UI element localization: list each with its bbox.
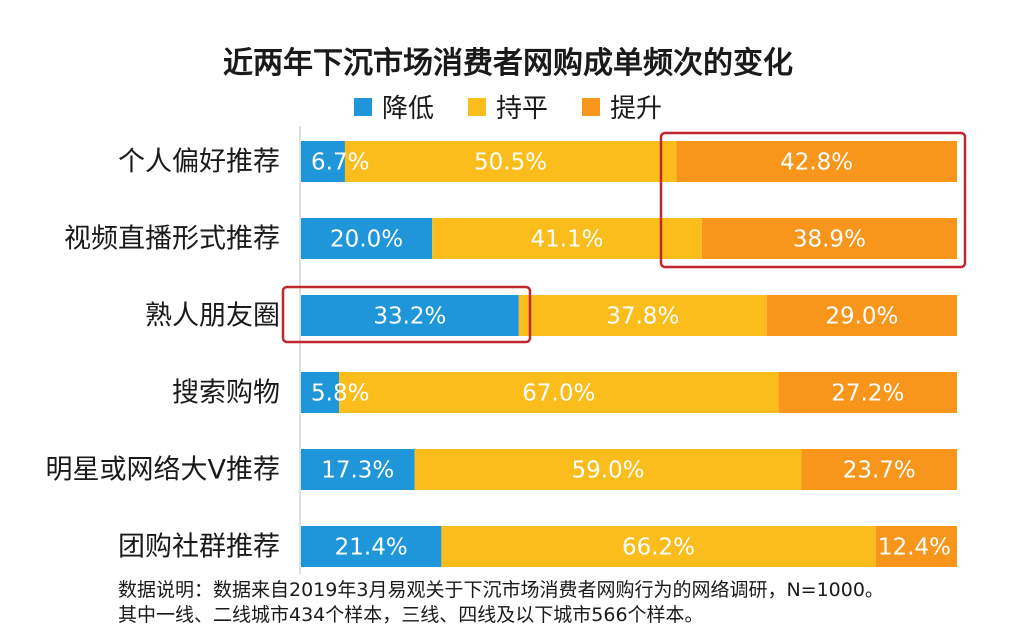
legend-label-2: 提升 — [610, 94, 663, 124]
data-label-4-2: 23.7% — [843, 458, 916, 484]
legend-label-1: 持平 — [495, 94, 548, 124]
data-label-5-0: 21.4% — [335, 535, 408, 561]
category-label-4: 明星或网络大V推荐 — [46, 455, 280, 486]
bar-1-1 — [432, 218, 702, 259]
category-label-1: 视频直播形式推荐 — [64, 224, 280, 255]
bar-3-0 — [301, 372, 340, 413]
legend-item-1: 持平 — [467, 88, 548, 125]
data-label-3-1: 67.0% — [522, 381, 595, 407]
category-label-3: 搜索购物 — [172, 378, 280, 409]
legend-swatch-1 — [467, 97, 486, 116]
legend-item-0: 降低 — [353, 88, 434, 125]
data-label-5-2: 12.4% — [878, 535, 951, 561]
bar-0-1 — [344, 141, 677, 182]
bar-2-1 — [518, 295, 767, 336]
category-label-0: 个人偏好推荐 — [118, 147, 280, 178]
data-label-0-2: 42.8% — [780, 150, 853, 176]
footnote-line-1: 数据说明：数据来自2019年3月易观关于下沉市场消费者网购行为的网络调研，N=1… — [118, 579, 884, 601]
data-label-1-0: 20.0% — [330, 227, 403, 253]
bar-5-0 — [301, 526, 442, 567]
bar-4-0 — [301, 449, 415, 490]
data-label-4-0: 17.3% — [321, 458, 394, 484]
data-label-4-1: 59.0% — [571, 458, 644, 484]
bar-3-2 — [778, 372, 957, 413]
bar-5-1 — [441, 526, 876, 567]
data-label-0-1: 50.5% — [474, 150, 547, 176]
chart-title: 近两年下沉市场消费者网购成单频次的变化 — [223, 46, 793, 81]
bar-1-2 — [701, 218, 957, 259]
bar-1-0 — [301, 218, 433, 259]
bar-4-1 — [414, 449, 802, 490]
bar-0-0 — [301, 141, 345, 182]
legend: 降低 持平 提升 — [0, 88, 1016, 125]
data-label-2-1: 37.8% — [606, 304, 679, 330]
data-label-0-0: 6.7% — [311, 150, 369, 176]
bar-2-0 — [301, 295, 519, 336]
bar-3-1 — [339, 372, 779, 413]
category-label-5: 团购社群推荐 — [118, 532, 280, 563]
data-label-3-2: 27.2% — [831, 381, 904, 407]
bar-5-2 — [875, 526, 957, 567]
data-label-5-1: 66.2% — [622, 535, 695, 561]
legend-label-0: 降低 — [381, 94, 434, 124]
bar-4-2 — [801, 449, 957, 490]
highlight-box-decrease — [281, 285, 532, 344]
data-label-1-1: 41.1% — [530, 227, 603, 253]
data-label-1-2: 38.9% — [793, 227, 866, 253]
footnote-line-2: 其中一线、二线城市434个样本，三线、四线及以下城市566个样本。 — [118, 604, 704, 626]
legend-swatch-0 — [353, 97, 372, 116]
data-label-2-0: 33.2% — [373, 304, 446, 330]
bar-0-2 — [676, 141, 957, 182]
highlight-box-increase — [659, 131, 967, 269]
bar-2-2 — [766, 295, 957, 336]
legend-swatch-2 — [582, 97, 600, 116]
legend-item-2: 提升 — [582, 88, 662, 125]
category-label-2: 熟人朋友圈 — [145, 301, 280, 332]
data-label-2-2: 29.0% — [825, 304, 898, 330]
footnote: 数据说明：数据来自2019年3月易观关于下沉市场消费者网购行为的网络调研，N=1… — [118, 578, 978, 628]
data-label-3-0: 5.8% — [311, 381, 369, 407]
